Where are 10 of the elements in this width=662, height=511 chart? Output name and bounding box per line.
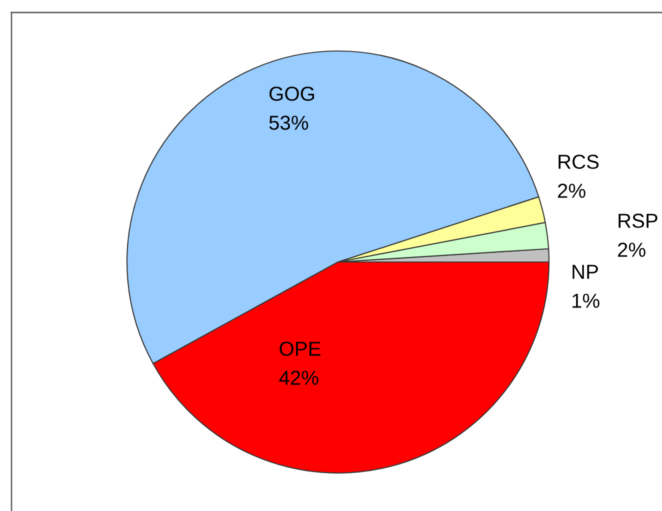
data-label: 42% (279, 370, 318, 385)
data-label: 2% (558, 184, 586, 198)
slice-label: NP (572, 264, 598, 279)
slice-label: GOG (270, 86, 314, 101)
slice-label: RSP (618, 214, 658, 228)
data-label: 53% (269, 116, 308, 130)
slice-label: RCS (558, 154, 599, 169)
slice-label: OPE (280, 342, 320, 356)
data-label: 1% (572, 294, 600, 308)
data-label: 2% (618, 242, 646, 257)
